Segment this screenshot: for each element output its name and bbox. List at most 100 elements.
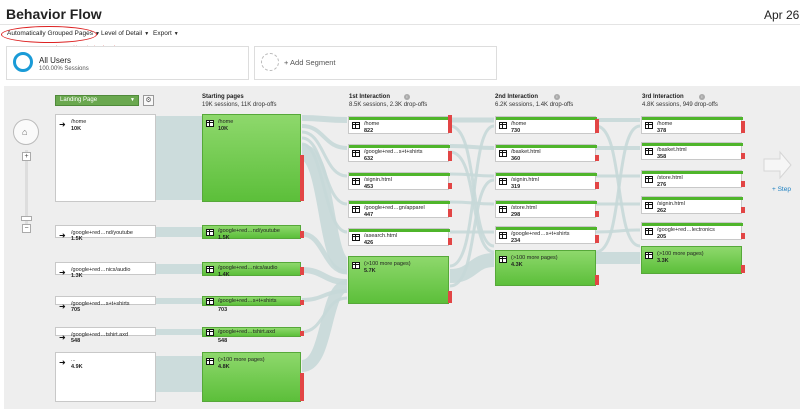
landing-node[interactable]: ➜ /google+red…s+t+shirts 705: [55, 296, 156, 313]
column-header-1st: 1st Interaction 8.5K sessions, 2.3K drop…: [349, 93, 427, 109]
toolbar: Automatically Grouped Pages ▼ Level of De…: [0, 24, 800, 44]
interaction2-node[interactable]: (>100 more pages) 4.3K: [495, 250, 599, 286]
node-value: 10K: [71, 126, 82, 132]
segment-name: All Users: [39, 56, 72, 65]
node-value: 548: [218, 338, 228, 344]
node-value: 705: [71, 307, 81, 313]
segment-all-users[interactable]: All Users 100.00% Sessions: [6, 46, 249, 80]
landing-node[interactable]: ➜ /google+red…nd/youtube 1.5K: [55, 225, 156, 242]
starting-node[interactable]: /google+red…tshirt.axd 548: [202, 327, 304, 344]
dropoff-bar[interactable]: [741, 207, 745, 213]
dropoff-bar[interactable]: [300, 155, 304, 201]
dropoff-bar[interactable]: [595, 182, 599, 189]
dropoff-bar[interactable]: [300, 373, 304, 401]
interaction3-node[interactable]: /signin.html 262: [641, 196, 745, 214]
starting-node[interactable]: /google+red…s+t+shirts 703: [202, 296, 304, 313]
dropoff-bar[interactable]: [741, 121, 745, 133]
page-icon: [352, 150, 360, 157]
node-value: 1.4K: [218, 272, 230, 278]
dropoff-bar[interactable]: [448, 209, 452, 217]
starting-node[interactable]: /home 10K: [202, 114, 304, 202]
flow-connections: [156, 115, 641, 392]
dropoff-bar[interactable]: [595, 155, 599, 161]
dropoff-bar[interactable]: [448, 183, 452, 189]
node-value: 4.9K: [71, 364, 83, 370]
flow-link: [595, 228, 641, 234]
node-value: 298: [511, 212, 521, 218]
starting-node[interactable]: /google+red…nics/audio 1.4K: [202, 262, 304, 278]
dropoff-bar[interactable]: [741, 233, 745, 239]
arrow-icon: ➜: [59, 120, 66, 129]
dropoff-bar[interactable]: [595, 119, 599, 133]
node-value: 4.8K: [218, 364, 230, 370]
dropoff-bar[interactable]: [595, 211, 599, 217]
traffic-bar: [642, 143, 743, 146]
flow-link: [301, 124, 348, 150]
interaction2-node[interactable]: /home 730: [495, 116, 599, 134]
interaction1-node[interactable]: /google+red…s+t+shirts 632: [348, 144, 452, 162]
dropoff-bar[interactable]: [741, 265, 745, 273]
gear-icon[interactable]: ⚙: [143, 95, 154, 106]
dropoff-bar[interactable]: [448, 115, 452, 133]
interaction1-node[interactable]: /google+red…gn/apparel 447: [348, 200, 452, 218]
info-icon[interactable]: i: [699, 94, 705, 100]
level-of-detail-dropdown[interactable]: Level of Detail ▼: [101, 30, 149, 37]
info-icon[interactable]: i: [404, 94, 410, 100]
node-label: /google+red…tshirt.axd: [218, 329, 276, 335]
interaction1-node[interactable]: (>100 more pages) 5.7K: [348, 256, 452, 304]
interaction2-node[interactable]: /store.html 298: [495, 200, 599, 218]
node-label: /store.html: [511, 205, 537, 211]
dropoff-bar[interactable]: [448, 291, 452, 303]
interaction2-node[interactable]: /signin.html 319: [495, 172, 599, 190]
dropoff-bar[interactable]: [741, 181, 745, 187]
landing-node[interactable]: ➜ /google+red…nics/audio 1.3K: [55, 262, 156, 279]
dropoff-bar[interactable]: [448, 238, 452, 245]
dropoff-bar[interactable]: [741, 153, 745, 159]
zoom-slider-handle[interactable]: [21, 216, 32, 221]
landing-node[interactable]: ➜ /google+red…tshirt.axd 548: [55, 327, 156, 344]
dropoff-bar[interactable]: [595, 235, 599, 243]
interaction3-node[interactable]: /basket.html 358: [641, 142, 745, 160]
home-icon: ⌂: [22, 127, 28, 137]
page-icon: [499, 256, 507, 263]
interaction1-node[interactable]: /asearch.html 426: [348, 228, 452, 246]
add-step-link[interactable]: + Step: [772, 186, 791, 193]
landing-node[interactable]: ➜ ... 4.9K: [55, 352, 156, 402]
zoom-in-button[interactable]: +: [22, 152, 31, 161]
interaction1-node[interactable]: /signin.html 453: [348, 172, 452, 190]
dropoff-bar[interactable]: [300, 300, 304, 305]
next-step-arrow-icon[interactable]: [762, 150, 792, 180]
date-range[interactable]: Apr 26,: [764, 8, 800, 22]
export-dropdown[interactable]: Export ▼: [153, 30, 179, 37]
dropoff-bar[interactable]: [595, 275, 599, 285]
node-value: 262: [657, 208, 667, 214]
flow-link: [449, 144, 495, 150]
interaction1-node[interactable]: /home 822: [348, 115, 452, 134]
landing-page-select[interactable]: Landing Page ▼: [55, 95, 139, 106]
zoom-track[interactable]: [25, 150, 28, 230]
interaction3-node[interactable]: /home 378: [641, 116, 745, 134]
info-icon[interactable]: i: [554, 94, 560, 100]
pan-control[interactable]: ⌂: [13, 119, 39, 145]
starting-node[interactable]: (>100 more pages) 4.8K: [202, 352, 304, 402]
traffic-bar: [349, 201, 450, 204]
flow-link: [156, 264, 202, 274]
column-subtitle: 4.8K sessions, 949 drop-offs: [642, 102, 718, 108]
interaction2-node[interactable]: /basket.html 360: [495, 144, 599, 162]
dropoff-bar[interactable]: [300, 331, 304, 336]
starting-node[interactable]: /google+red…nd/youtube 1.5K: [202, 225, 304, 241]
landing-node[interactable]: ➜ /home 10K: [55, 114, 156, 202]
column-header-3rd: 3rd Interaction 4.8K sessions, 949 drop-…: [642, 93, 718, 109]
dropoff-bar[interactable]: [300, 231, 304, 238]
chevron-down-icon: ▼: [95, 31, 100, 37]
column-subtitle: 6.2K sessions, 1.4K drop-offs: [495, 102, 574, 108]
interaction3-node[interactable]: /store.html 276: [641, 170, 745, 188]
interaction2-node[interactable]: /google+red…s+t+shirts 234: [495, 226, 599, 244]
add-segment-card[interactable]: + Add Segment: [254, 46, 497, 80]
interaction3-node[interactable]: /google+red…lectronics 205: [641, 222, 745, 240]
interaction3-node[interactable]: (>100 more pages) 3.3K: [641, 246, 745, 274]
dropoff-bar[interactable]: [300, 267, 304, 275]
dropoff-bar[interactable]: [448, 151, 452, 161]
zoom-out-button[interactable]: −: [22, 224, 31, 233]
flow-link: [156, 329, 202, 335]
